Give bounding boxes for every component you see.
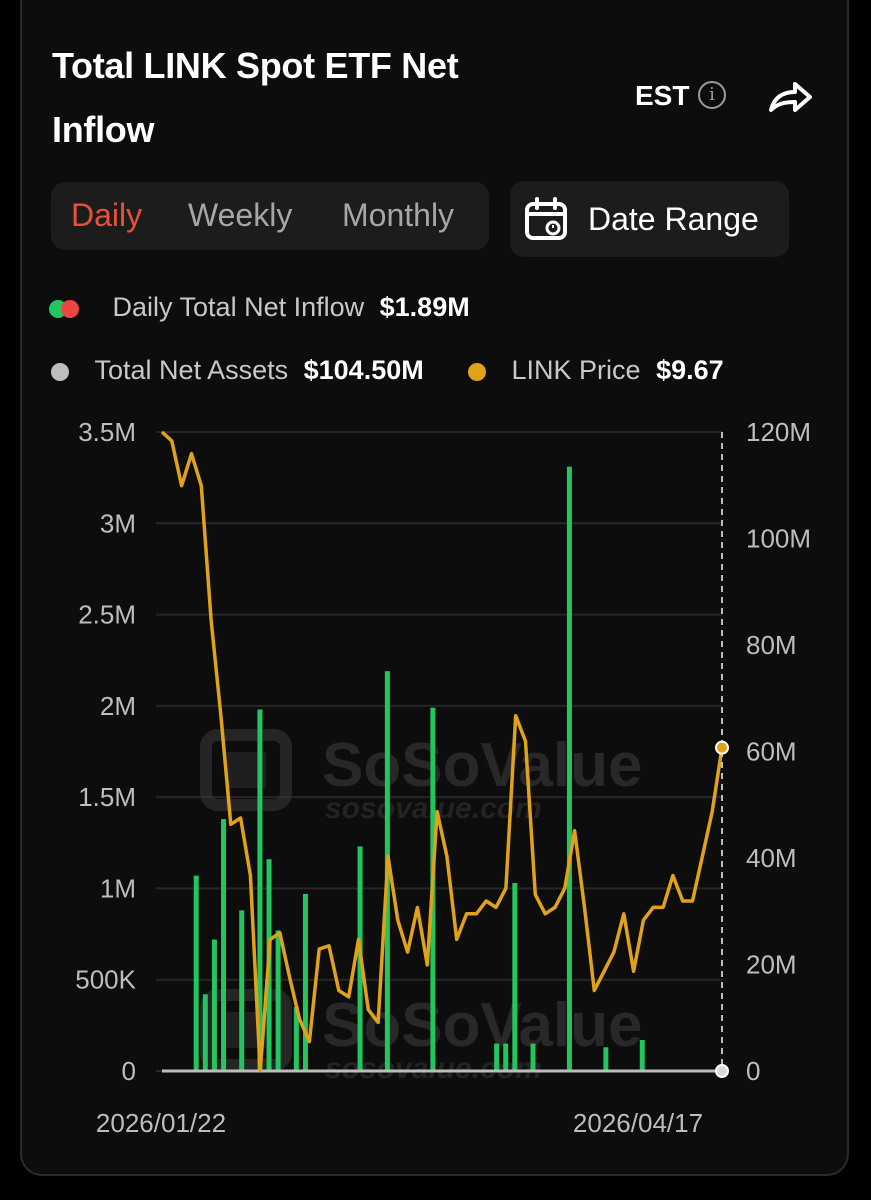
- left-tick-label: 2M: [100, 691, 136, 721]
- x-tick-start: 2026/01/22: [96, 1108, 226, 1138]
- left-tick-label: 0: [122, 1056, 136, 1086]
- left-tick-label: 500K: [75, 965, 136, 995]
- legend-value-net-assets: $104.50M: [303, 355, 424, 385]
- legend-label-net-assets: Total Net Assets: [94, 355, 289, 385]
- bar: [603, 1047, 609, 1071]
- left-tick-label: 1M: [100, 873, 136, 903]
- bar: [211, 939, 217, 1071]
- right-tick-label: 60M: [746, 737, 797, 767]
- right-tick-label: 100M: [746, 524, 811, 554]
- tab-monthly[interactable]: Monthly: [342, 197, 455, 233]
- bar: [193, 875, 199, 1071]
- bar: [275, 930, 281, 1071]
- bar: [512, 882, 518, 1071]
- bar: [239, 910, 245, 1071]
- right-tick-label: 120M: [746, 417, 811, 447]
- bar: [639, 1039, 645, 1071]
- legend-net-inflow[interactable]: Daily Total Net Inflow $1.89M: [49, 292, 470, 323]
- legend-dot-net-inflow: [49, 299, 79, 318]
- bar: [221, 819, 227, 1071]
- bar: [257, 709, 263, 1071]
- tab-daily[interactable]: Daily: [71, 197, 143, 233]
- legend-value-net-inflow: $1.89M: [379, 292, 470, 322]
- date-range-label: Date Range: [588, 201, 759, 237]
- x-axis: 2026/01/22 2026/04/17: [96, 1108, 703, 1138]
- bar: [530, 1043, 536, 1071]
- bar: [503, 1043, 509, 1071]
- watermark-brand: SoSoValue: [322, 731, 642, 800]
- crosshair: [715, 432, 729, 1078]
- legend-price[interactable]: LINK Price $9.67: [468, 355, 724, 386]
- bar: [293, 1007, 299, 1071]
- right-tick-label: 0: [746, 1056, 760, 1086]
- bar: [202, 994, 208, 1071]
- price-marker: [715, 740, 729, 755]
- legend-dot-net-assets: [51, 362, 69, 381]
- bar: [494, 1043, 500, 1071]
- legend-net-assets[interactable]: Total Net Assets $104.50M: [51, 355, 424, 386]
- bar: [566, 466, 572, 1071]
- info-icon[interactable]: i: [698, 81, 726, 109]
- bar: [302, 893, 308, 1071]
- x-tick-end: 2026/04/17: [573, 1108, 703, 1138]
- right-tick-label: 40M: [746, 843, 797, 873]
- left-tick-label: 2.5M: [78, 600, 136, 630]
- legend-value-price: $9.67: [656, 355, 724, 385]
- price-line: [160, 430, 724, 1073]
- left-axis: 0 500K 1M 1.5M 2M 2.5M 3M 3.5M: [75, 417, 136, 1086]
- period-toggle: Daily Weekly Monthly: [51, 182, 489, 250]
- calendar-icon: [525, 197, 567, 240]
- left-tick-label: 1.5M: [78, 782, 136, 812]
- right-tick-label: 80M: [746, 630, 797, 660]
- page-title: Total LINK Spot ETF Net Inflow: [52, 45, 459, 150]
- legend-dot-price: [468, 362, 486, 381]
- right-axis: 0 20M 40M 60M 80M 100M 120M: [746, 417, 811, 1086]
- tab-weekly[interactable]: Weekly: [188, 197, 293, 233]
- left-tick-label: 3M: [100, 508, 136, 538]
- legend-label-net-inflow: Daily Total Net Inflow: [112, 292, 365, 322]
- date-range-button[interactable]: Date Range: [510, 181, 789, 257]
- net-assets-marker: [715, 1063, 729, 1078]
- line-series: [160, 430, 724, 1073]
- watermark-logo-icon: [200, 729, 292, 1071]
- legend-label-price: LINK Price: [511, 355, 641, 385]
- watermark-brand-2: SoSoValue: [322, 991, 642, 1060]
- watermark: SoSoValue sosovalue.com SoSoValue sosova…: [200, 729, 642, 1085]
- left-tick-label: 3.5M: [78, 417, 136, 447]
- right-tick-label: 20M: [746, 950, 797, 980]
- timezone-label[interactable]: EST: [635, 80, 690, 111]
- share-icon[interactable]: [768, 76, 814, 116]
